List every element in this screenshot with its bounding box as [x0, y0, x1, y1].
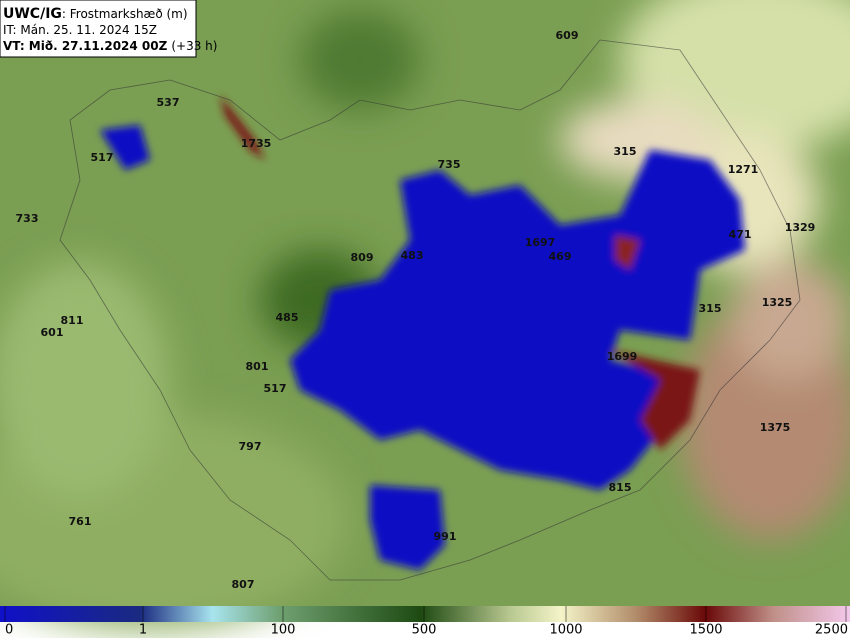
lead-time: (+33 h) [171, 39, 217, 53]
map-value-label: 807 [232, 578, 255, 591]
title: UWC/IG: Frostmarkshæð (m) [3, 6, 188, 22]
map-value-label: 517 [91, 151, 114, 164]
map-value-label: 1697 [525, 236, 556, 249]
map-value-label: 471 [729, 228, 752, 241]
map-value-label: 609 [556, 29, 579, 42]
valid-time-line: VT: Mið. 27.11.2024 00Z (+33 h) [3, 39, 217, 53]
colorbar [0, 606, 850, 622]
map-value-label: 315 [614, 145, 637, 158]
map-value-label: 517 [264, 382, 287, 395]
map-value-label: 801 [246, 360, 269, 373]
colorbar-tick-label: 1 [139, 623, 147, 638]
map-value-label: 809 [351, 251, 374, 264]
colorbar-ticks: 0 1 100 500 1000 1500 2500 [4, 606, 848, 638]
map-value-label: 1325 [762, 296, 793, 309]
map-value-label: 469 [549, 250, 572, 263]
colorbar-tick-label: 1000 [549, 623, 582, 638]
map-value-label: 601 [41, 326, 64, 339]
map-value-label: 1375 [760, 421, 791, 434]
map-value-label: 815 [609, 481, 632, 494]
map-value-label: 537 [157, 96, 180, 109]
colorbar-tick-label: 2500 [815, 623, 848, 638]
map-value-label: 797 [239, 440, 262, 453]
map-value-label: 811 [61, 314, 84, 327]
map-value-label: 1271 [728, 163, 759, 176]
model: UWC/IG [3, 6, 62, 22]
map-value-label: 1329 [785, 221, 816, 234]
colorbar-tick-label: 500 [412, 623, 437, 638]
colorbar-tick-label: 100 [271, 623, 296, 638]
map-value-label: 315 [699, 302, 722, 315]
issue-time: IT: Mán. 25. 11. 2024 15Z [3, 23, 157, 37]
map-value-label: 485 [276, 311, 299, 324]
map-value-label: 761 [69, 515, 92, 528]
map-value-label: 991 [434, 530, 457, 543]
valid-time: VT: Mið. 27.11.2024 00Z [3, 39, 168, 53]
map-value-label: 1699 [607, 350, 638, 363]
colorbar-tick-label: 1500 [689, 623, 722, 638]
map-value-label: 1735 [241, 137, 272, 150]
map-value-label: 735 [438, 158, 461, 171]
colorbar-tick-label: 0 [5, 623, 13, 638]
field: : Frostmarkshæð (m) [62, 7, 188, 21]
map-value-label: 733 [16, 212, 39, 225]
map-value-label: 483 [401, 249, 424, 262]
